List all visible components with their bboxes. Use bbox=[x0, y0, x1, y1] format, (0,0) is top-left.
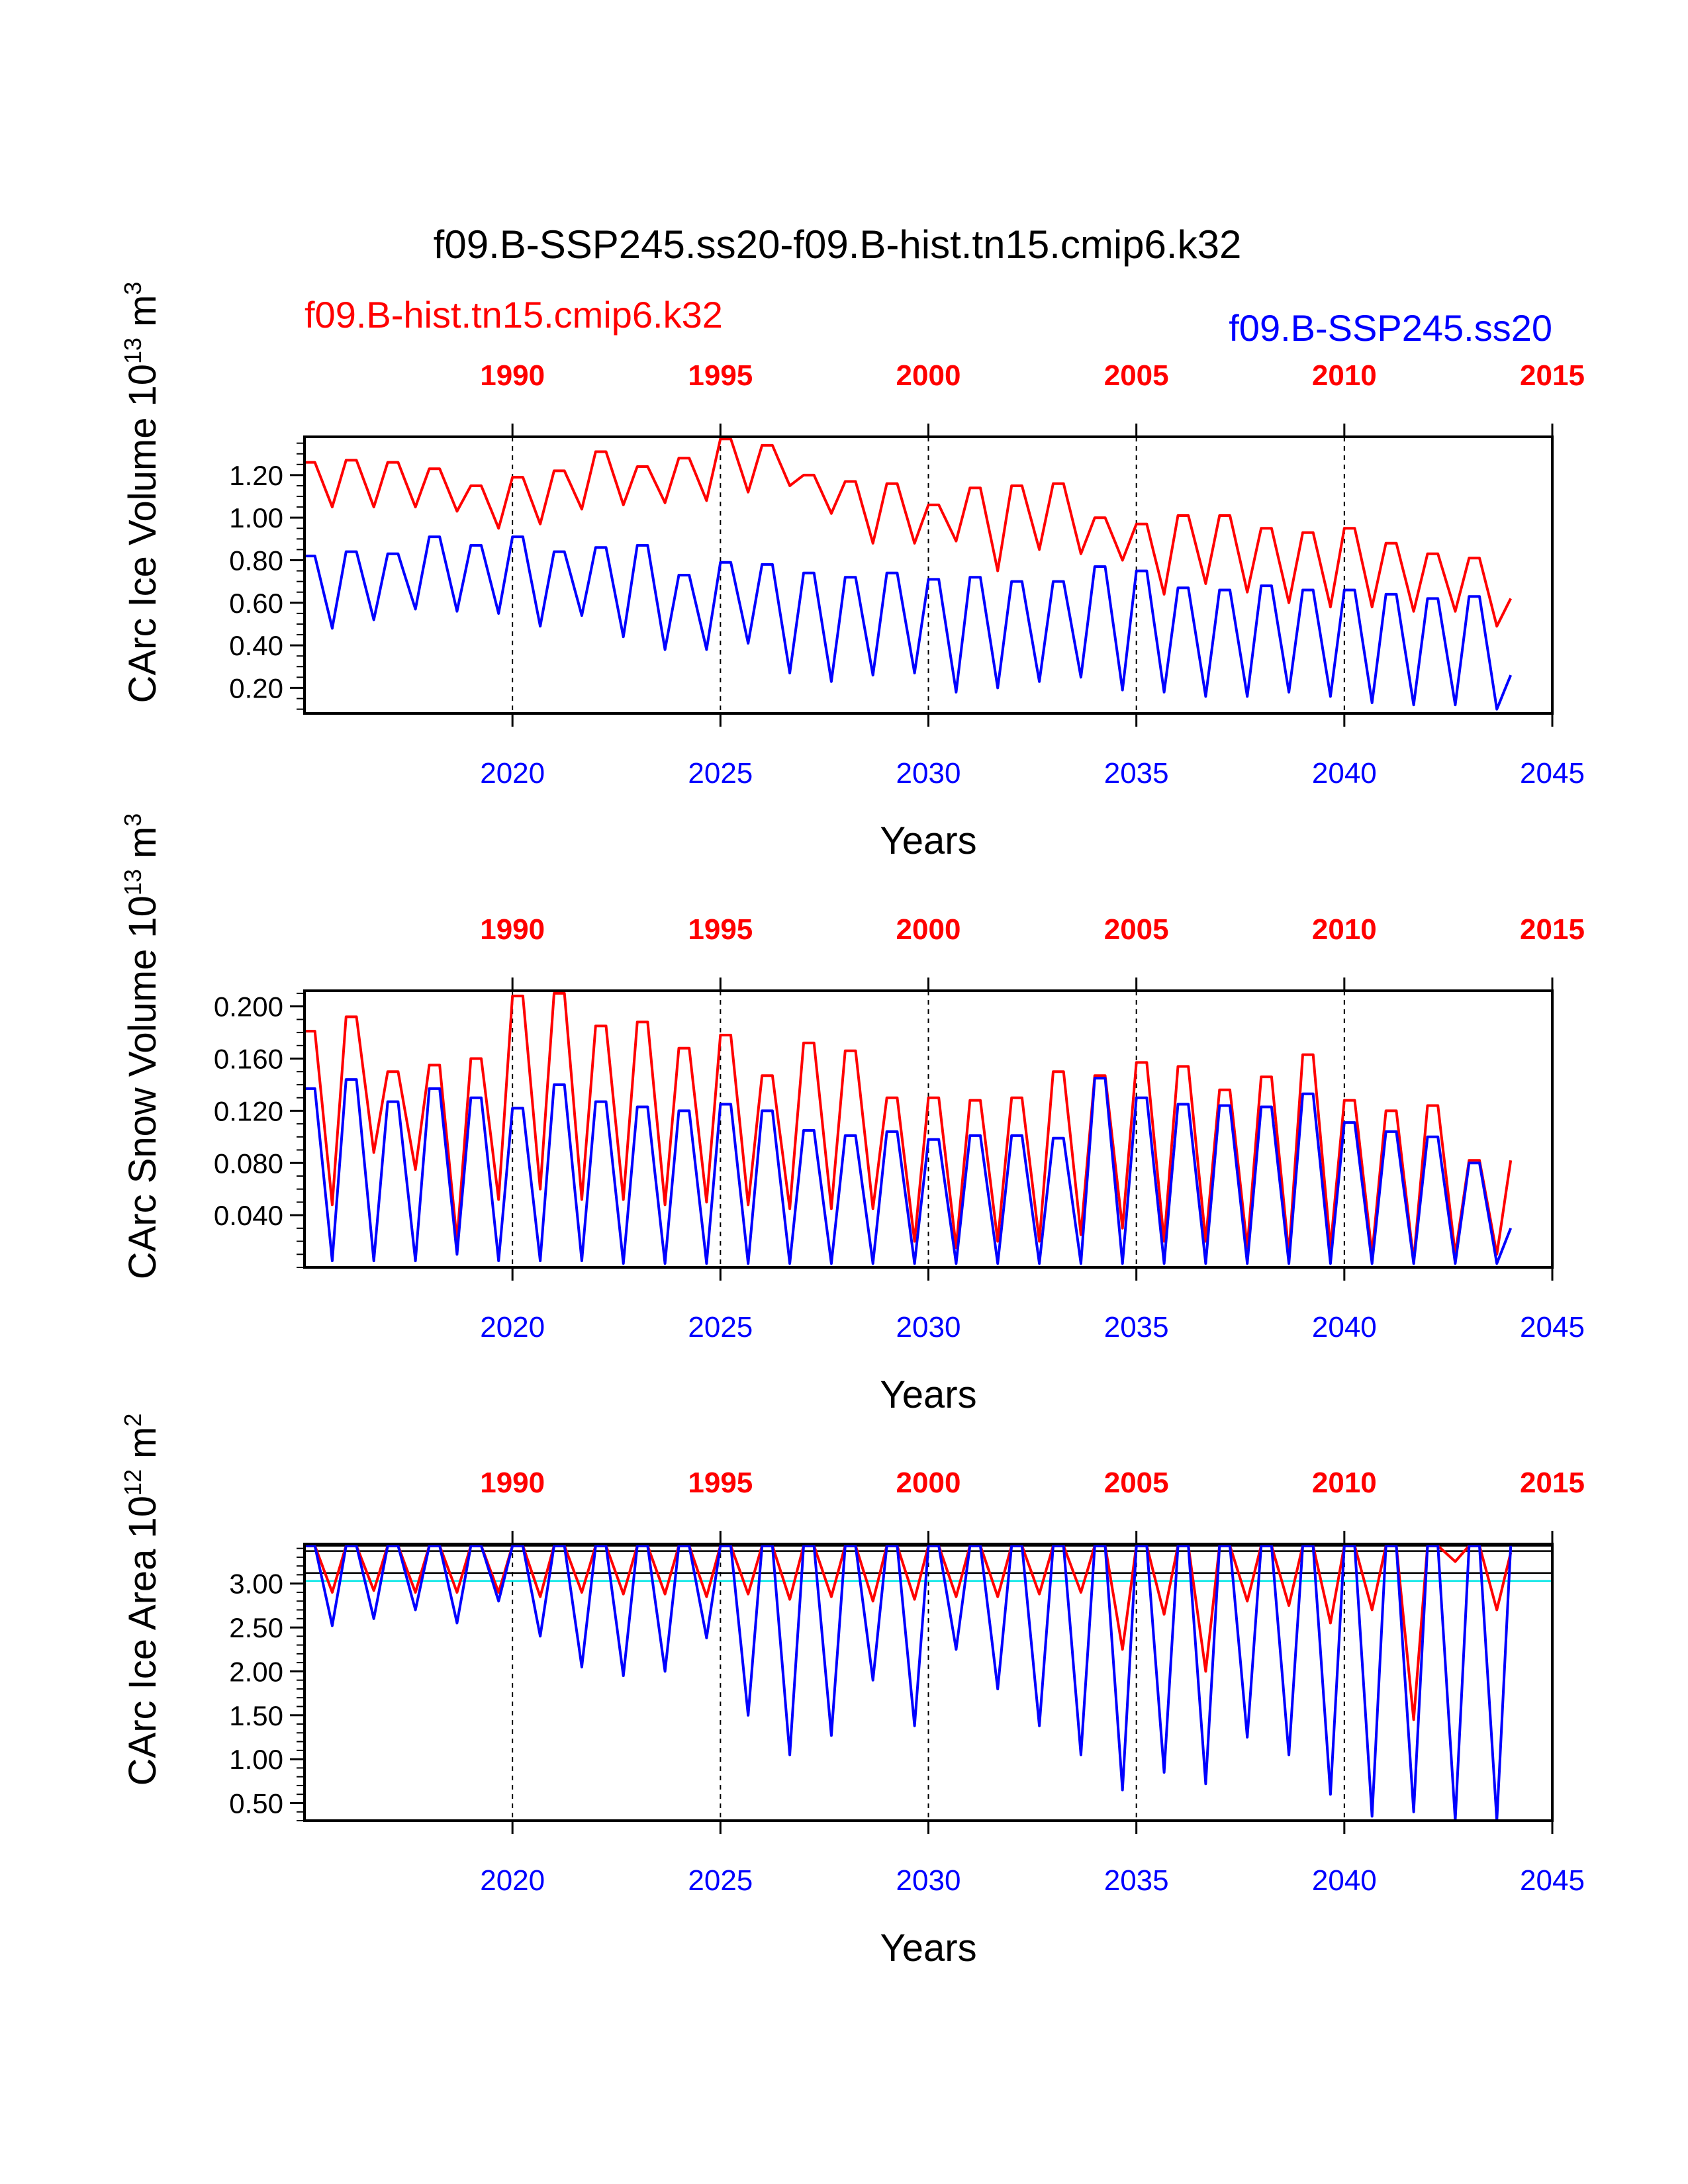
x-bottom-tick-label: 2035 bbox=[1104, 757, 1169, 790]
y-tick-label: 2.50 bbox=[229, 1612, 283, 1643]
y-tick-label: 0.40 bbox=[229, 630, 283, 661]
figure-title: f09.B-SSP245.ss20-f09.B-hist.tn15.cmip6.… bbox=[434, 222, 1242, 267]
series-line-ssp bbox=[305, 535, 1513, 711]
x-bottom-tick-label: 2045 bbox=[1520, 1864, 1585, 1897]
x-top-tick-label: 1990 bbox=[480, 913, 545, 946]
y-tick-label: 3.00 bbox=[229, 1569, 283, 1600]
x-top-tick-label: 1990 bbox=[480, 1467, 545, 1499]
x-top-tick-label: 1995 bbox=[688, 1467, 753, 1499]
plot-area bbox=[305, 437, 1513, 711]
y-axis-title-text: CArc Snow Volume bbox=[121, 949, 164, 1280]
y-tick-label: 2.00 bbox=[229, 1656, 283, 1687]
x-top-tick-label: 2000 bbox=[896, 1467, 961, 1499]
y-axis-unit-tail: m bbox=[121, 827, 164, 858]
x-axis-title: Years bbox=[880, 1373, 976, 1416]
y-axis-unit-tail-exp: 2 bbox=[119, 1414, 146, 1427]
x-bottom-tick-label: 2025 bbox=[688, 1311, 753, 1343]
y-axis-title-text: CArc Ice Area bbox=[121, 1549, 164, 1786]
x-bottom-tick-label: 2045 bbox=[1520, 757, 1585, 790]
y-axis-title: CArc Ice Volume 1013 m3 bbox=[119, 282, 164, 704]
chart-ice_area: 0.50 1.00 1.50 2.00 2.50 3.00 2020 2025 2030 2035… bbox=[119, 1414, 1585, 1970]
x-bottom-tick-label: 2035 bbox=[1104, 1311, 1169, 1343]
x-top-tick-label: 1995 bbox=[688, 913, 753, 946]
series-line-ssp bbox=[305, 1544, 1513, 1821]
y-axis-title: CArc Snow Volume 1013 m3 bbox=[119, 813, 164, 1280]
x-bottom-tick-label: 2040 bbox=[1312, 1864, 1377, 1897]
y-axis-unit-base: 10 bbox=[121, 895, 164, 938]
x-top-tick-label: 2010 bbox=[1312, 1467, 1377, 1499]
y-tick-label: 0.040 bbox=[214, 1200, 283, 1231]
x-bottom-tick-label: 2040 bbox=[1312, 1311, 1377, 1343]
plot-area bbox=[305, 1544, 1513, 1821]
x-top-tick-label: 2015 bbox=[1520, 913, 1585, 946]
series-line-hist bbox=[305, 1544, 1513, 1721]
series-line-hist bbox=[305, 437, 1512, 628]
x-bottom-tick-label: 2030 bbox=[896, 1311, 961, 1343]
x-top-tick-label: 2000 bbox=[896, 913, 961, 946]
chart-ice_volume: 0.20 0.40 0.60 0.80 1.00 1.20 2020 2025 2030 2035… bbox=[119, 282, 1585, 862]
x-bottom-tick-label: 2035 bbox=[1104, 1864, 1169, 1897]
x-top-tick-label: 2005 bbox=[1104, 1467, 1169, 1499]
x-bottom-tick-label: 2030 bbox=[896, 1864, 961, 1897]
y-tick-label: 0.60 bbox=[229, 588, 283, 619]
x-top-tick-label: 2010 bbox=[1312, 913, 1377, 946]
y-tick-label: 0.20 bbox=[229, 672, 283, 704]
y-tick-label: 0.50 bbox=[229, 1788, 283, 1819]
y-axis-title-text: CArc Ice Volume bbox=[121, 417, 164, 703]
x-bottom-tick-label: 2025 bbox=[688, 1864, 753, 1897]
y-tick-label: 0.160 bbox=[214, 1044, 283, 1075]
x-bottom-tick-label: 2045 bbox=[1520, 1311, 1585, 1343]
y-tick-label: 0.080 bbox=[214, 1148, 283, 1179]
y-tick-label: 1.20 bbox=[229, 460, 283, 491]
y-axis-unit-tail-exp: 3 bbox=[119, 813, 146, 827]
x-top-tick-label: 2015 bbox=[1520, 359, 1585, 392]
y-tick-label: 0.80 bbox=[229, 545, 283, 576]
x-bottom-tick-label: 2025 bbox=[688, 757, 753, 790]
y-tick-label: 1.00 bbox=[229, 502, 283, 533]
x-top-tick-label: 1995 bbox=[688, 359, 753, 392]
y-tick-label: 0.120 bbox=[214, 1095, 283, 1126]
y-axis-unit-tail: m bbox=[121, 1427, 164, 1459]
y-axis-unit-base: 10 bbox=[121, 364, 164, 407]
chart-snow_volume: 0.040 0.080 0.120 0.160 0.200 2020 2025 2030 203… bbox=[119, 813, 1585, 1416]
legend-ssp-label: f09.B-SSP245.ss20 bbox=[1229, 307, 1552, 349]
x-top-tick-label: 2010 bbox=[1312, 359, 1377, 392]
x-top-tick-label: 1990 bbox=[480, 359, 545, 392]
x-top-tick-label: 2005 bbox=[1104, 913, 1169, 946]
x-bottom-tick-label: 2040 bbox=[1312, 757, 1377, 790]
chart-panels: 0.20 0.40 0.60 0.80 1.00 1.20 2020 2025 2030 2035… bbox=[119, 282, 1585, 1970]
x-axis-title: Years bbox=[880, 1927, 976, 1970]
y-tick-label: 1.00 bbox=[229, 1744, 283, 1775]
y-axis-unit-exp: 12 bbox=[119, 1469, 146, 1496]
y-axis-title: CArc Ice Area 1012 m2 bbox=[119, 1414, 164, 1786]
x-bottom-tick-label: 2020 bbox=[480, 1311, 545, 1343]
x-top-tick-label: 2005 bbox=[1104, 359, 1169, 392]
y-axis-unit-tail-exp: 3 bbox=[119, 282, 146, 295]
series-line-ssp bbox=[305, 1077, 1513, 1265]
x-top-tick-label: 2000 bbox=[896, 359, 961, 392]
series-line-hist bbox=[305, 991, 1513, 1263]
plot-area bbox=[305, 991, 1513, 1265]
x-bottom-tick-label: 2030 bbox=[896, 757, 961, 790]
x-axis-title: Years bbox=[880, 819, 976, 862]
legend-hist-label: f09.B-hist.tn15.cmip6.k32 bbox=[305, 294, 723, 336]
y-tick-label: 0.200 bbox=[214, 991, 283, 1023]
y-axis-unit-base: 10 bbox=[121, 1496, 164, 1539]
x-top-tick-label: 2015 bbox=[1520, 1467, 1585, 1499]
x-bottom-tick-label: 2020 bbox=[480, 1864, 545, 1897]
y-axis-unit-exp: 13 bbox=[119, 869, 146, 895]
y-axis-unit-exp: 13 bbox=[119, 338, 146, 364]
y-tick-label: 1.50 bbox=[229, 1700, 283, 1731]
x-bottom-tick-label: 2020 bbox=[480, 757, 545, 790]
y-axis-unit-tail: m bbox=[121, 295, 164, 327]
